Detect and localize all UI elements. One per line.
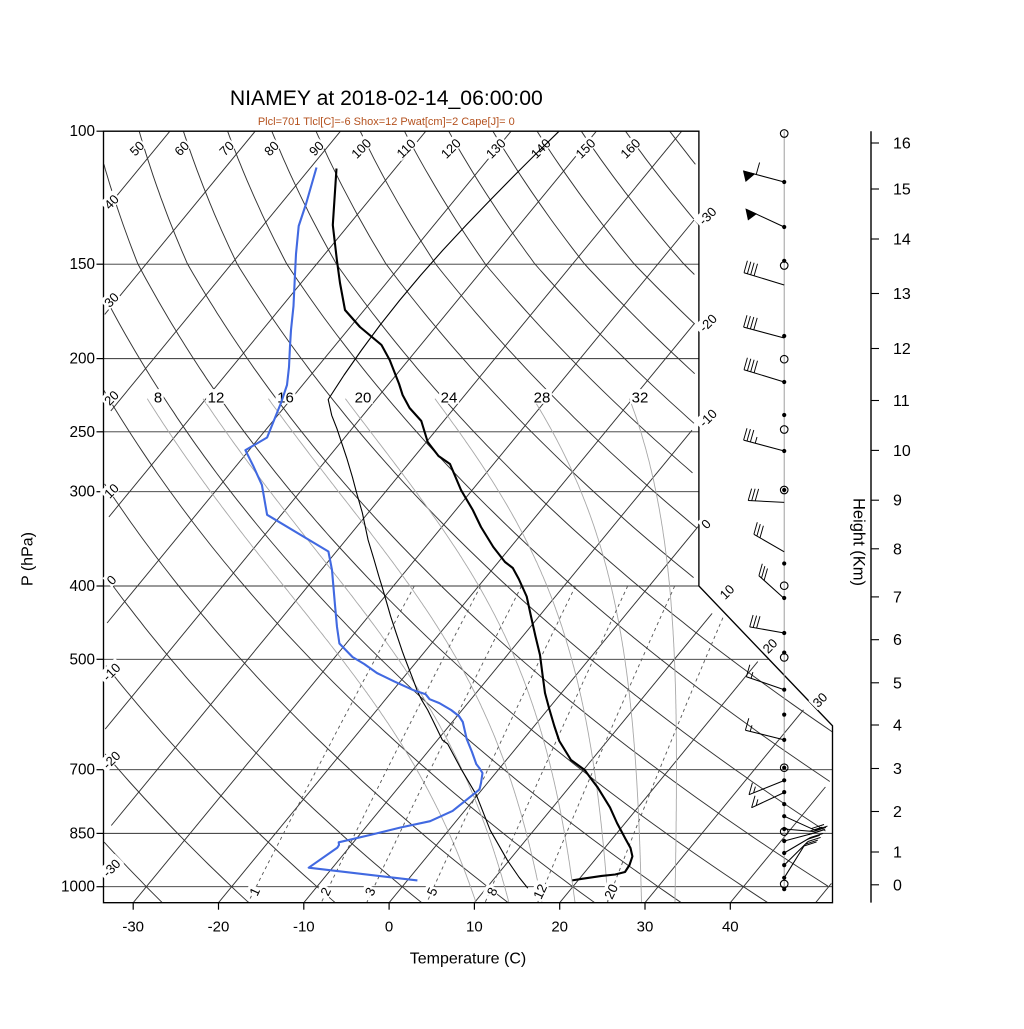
svg-text:Temperature (C): Temperature (C) <box>410 951 526 968</box>
svg-text:0: 0 <box>385 919 393 936</box>
svg-text:NIAMEY at 2018-02-14_06:00:00: NIAMEY at 2018-02-14_06:00:00 <box>230 87 543 110</box>
svg-text:30: 30 <box>637 919 654 936</box>
svg-text:200: 200 <box>69 351 95 368</box>
svg-text:9: 9 <box>893 493 902 510</box>
svg-text:4: 4 <box>893 718 902 735</box>
svg-text:-30: -30 <box>122 919 144 936</box>
svg-text:13: 13 <box>893 286 911 303</box>
svg-text:12: 12 <box>530 882 550 902</box>
svg-text:1: 1 <box>893 845 902 862</box>
svg-text:7: 7 <box>893 589 902 606</box>
svg-text:40: 40 <box>722 919 739 936</box>
svg-text:-20: -20 <box>208 919 230 936</box>
svg-text:500: 500 <box>69 651 95 668</box>
svg-text:8: 8 <box>154 390 162 407</box>
svg-text:14: 14 <box>893 232 911 249</box>
svg-text:16: 16 <box>893 136 911 153</box>
svg-text:12: 12 <box>208 390 225 407</box>
svg-text:1000: 1000 <box>61 879 95 896</box>
svg-text:-10: -10 <box>293 919 315 936</box>
svg-text:12: 12 <box>893 341 911 358</box>
svg-text:20: 20 <box>355 390 372 407</box>
svg-text:28: 28 <box>534 390 551 407</box>
svg-text:10: 10 <box>893 443 911 460</box>
svg-text:150: 150 <box>69 256 95 273</box>
svg-text:P (hPa): P (hPa) <box>20 532 37 586</box>
svg-text:850: 850 <box>69 825 95 842</box>
svg-text:15: 15 <box>893 182 911 199</box>
svg-text:5: 5 <box>893 675 902 692</box>
svg-text:0: 0 <box>893 877 902 894</box>
svg-text:32: 32 <box>632 390 649 407</box>
svg-text:3: 3 <box>893 761 902 778</box>
svg-text:100: 100 <box>69 123 95 140</box>
svg-text:700: 700 <box>69 762 95 779</box>
svg-text:24: 24 <box>441 390 458 407</box>
svg-text:2: 2 <box>893 804 902 821</box>
svg-text:400: 400 <box>69 578 95 595</box>
svg-text:300: 300 <box>69 484 95 501</box>
svg-text:8: 8 <box>893 541 902 558</box>
svg-text:Height (Km): Height (Km) <box>850 498 868 586</box>
svg-text:250: 250 <box>69 424 95 441</box>
svg-text:20: 20 <box>551 919 568 936</box>
svg-text:11: 11 <box>893 393 910 410</box>
svg-text:6: 6 <box>893 632 902 649</box>
svg-text:10: 10 <box>466 919 483 936</box>
svg-text:Plcl=701 Tlcl[C]=-6 Shox=12 Pw: Plcl=701 Tlcl[C]=-6 Shox=12 Pwat[cm]=2 C… <box>258 116 515 128</box>
svg-text:20: 20 <box>601 882 621 902</box>
